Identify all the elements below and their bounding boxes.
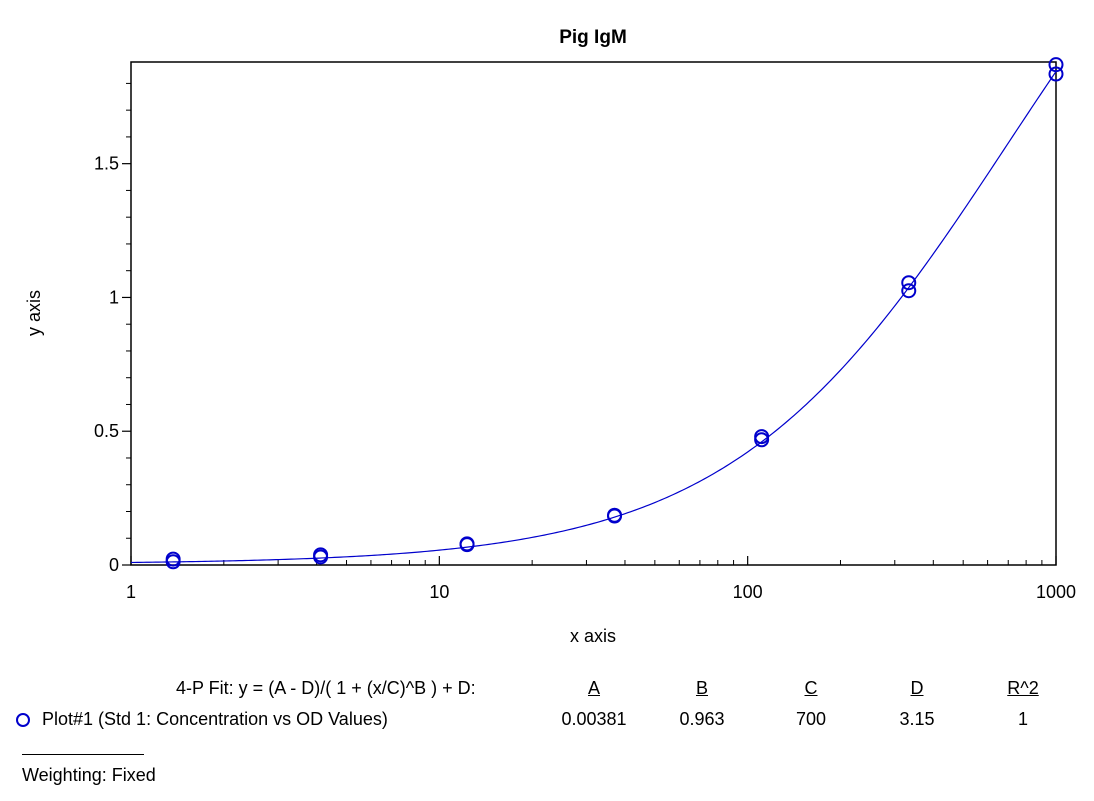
y-tick-label: 0.5 <box>94 421 119 441</box>
x-minor-ticks <box>223 560 1043 565</box>
weighting-label: Weighting: Fixed <box>22 765 156 785</box>
fit-value-r2: 1 <box>1017 709 1029 729</box>
fit-col-header-d: D <box>910 678 924 698</box>
data-point <box>901 275 917 291</box>
data-point <box>754 432 770 448</box>
fit-col-header-b: B <box>695 678 709 698</box>
x-axis-label: x axis <box>570 626 616 646</box>
data-point <box>313 549 329 565</box>
fit-value-d: 3.15 <box>899 709 935 729</box>
data-point <box>165 554 181 570</box>
data-point <box>1048 66 1064 82</box>
x-tick-label: 100 <box>733 582 763 602</box>
divider <box>22 754 144 755</box>
fit-panel: 4-P Fit: y = (A - D)/( 1 + (x/C)^B ) + D… <box>0 672 1094 801</box>
chart-title: Pig IgM <box>559 27 627 48</box>
open-circle-marker-icon <box>16 712 30 727</box>
legend-entry: Plot#1 (Std 1: Concentration vs OD Value… <box>16 709 388 730</box>
y-tick-label: 1.5 <box>94 154 119 174</box>
fit-value-b: 0.963 <box>679 709 725 729</box>
y-ticks: 0 0.5 1 1.5 <box>94 154 131 575</box>
legend-label: Plot#1 (Std 1: Concentration vs OD Value… <box>42 709 388 729</box>
fit-col-header-r2: R^2 <box>1007 678 1039 698</box>
x-ticks: 1 10 100 1000 <box>126 556 1076 602</box>
data-point <box>1048 57 1064 73</box>
plot-frame <box>130 61 1057 566</box>
data-point <box>459 537 475 553</box>
fit-equation: 4-P Fit: y = (A - D)/( 1 + (x/C)^B ) + D… <box>176 678 476 698</box>
y-minor-ticks <box>126 82 131 539</box>
x-tick-label: 1000 <box>1036 582 1076 602</box>
y-axis-label: y axis <box>24 290 44 336</box>
y-tick-label: 0 <box>109 555 119 575</box>
data-point <box>607 508 623 524</box>
fit-value-c: 700 <box>795 709 827 729</box>
fit-col-header-a: A <box>587 678 601 698</box>
data-points <box>165 57 1064 570</box>
y-tick-label: 1 <box>109 287 119 307</box>
data-point <box>901 283 917 299</box>
x-tick-label: 1 <box>126 582 136 602</box>
x-tick-label: 10 <box>429 582 449 602</box>
fit-value-a: 0.00381 <box>561 709 627 729</box>
fit-col-header-c: C <box>804 678 818 698</box>
fit-curve <box>130 71 1057 564</box>
